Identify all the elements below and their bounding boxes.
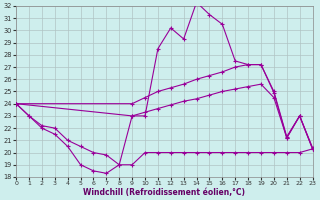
X-axis label: Windchill (Refroidissement éolien,°C): Windchill (Refroidissement éolien,°C): [83, 188, 245, 197]
